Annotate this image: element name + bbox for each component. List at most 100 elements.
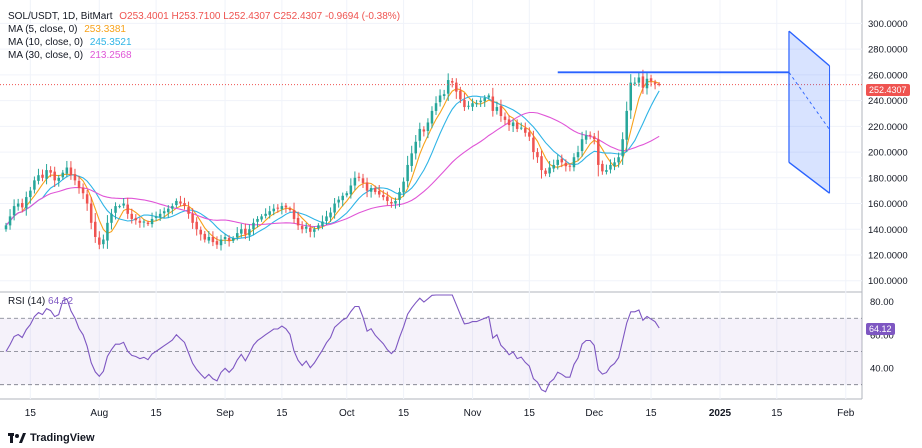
candle-body (609, 164, 612, 170)
candle-body (438, 95, 442, 103)
time-axis-tick: 15 (398, 408, 410, 419)
candle-body (219, 239, 223, 246)
candle-body (77, 180, 81, 189)
rsi-legend[interactable]: RSI (14) 64.12 (8, 296, 73, 307)
candle-body (641, 76, 645, 88)
main-legend: SOL/USDT, 1D, BitMart O253.4001 H253.710… (8, 10, 404, 62)
price-axis-tick: 200.0000 (868, 148, 908, 159)
ma30-label: MA (30, close, 0) (8, 50, 84, 61)
candle-body (511, 122, 515, 127)
symbol-line: SOL/USDT, 1D, BitMart O253.4001 H253.710… (8, 10, 404, 23)
candle-body (4, 225, 8, 230)
candle-body (138, 220, 142, 223)
candle-body (621, 139, 624, 157)
ma5-line (5, 81, 660, 242)
ma5-label: MA (5, close, 0) (8, 24, 78, 35)
candle-body (288, 208, 292, 210)
candle-body (544, 170, 547, 174)
candle-body (588, 134, 592, 136)
candle-body (450, 81, 454, 83)
candle-body (260, 216, 263, 220)
candle-body (418, 128, 422, 141)
candle-body (353, 177, 357, 186)
candle-body (272, 208, 276, 212)
ma10-legend[interactable]: MA (10, close, 0) 245.3521 (8, 36, 404, 49)
candle-body (341, 195, 344, 201)
tradingview-logo[interactable]: TradingView (8, 432, 95, 444)
tradingview-icon (8, 433, 26, 443)
ma30-value: 213.2568 (89, 50, 132, 61)
candle-body (532, 137, 535, 153)
candle-body (507, 119, 511, 126)
ma10-line (5, 90, 660, 240)
candle-body (601, 163, 604, 172)
candle-body (41, 174, 44, 178)
price-axis-tick: 280.0000 (868, 45, 908, 56)
candle-body (53, 171, 56, 181)
candle-body (171, 206, 174, 209)
candle-body (29, 190, 32, 198)
candle-body (625, 110, 628, 140)
candle-body (637, 77, 641, 83)
candle-body (207, 236, 211, 241)
candle-body (398, 191, 401, 200)
time-axis-tick: 15 (524, 408, 536, 419)
ohlc-values: O253.4001 H253.7100 L252.4307 C252.4307 … (119, 11, 401, 22)
candle-body (629, 82, 633, 111)
candle-body (406, 164, 409, 182)
candle-body (361, 178, 365, 183)
candle-body (33, 180, 36, 190)
candle-body (187, 207, 190, 214)
candle-body (467, 105, 470, 107)
candle-body (231, 238, 235, 241)
candle-body (536, 152, 539, 158)
candle-body (475, 103, 478, 105)
candle-body (491, 96, 495, 111)
candle-body (317, 225, 320, 229)
price-axis-tick: 140.0000 (868, 225, 908, 236)
candle-body (114, 206, 117, 213)
candle-body (276, 207, 280, 209)
candle-body (81, 187, 85, 194)
ma10-value: 245.3521 (89, 37, 132, 48)
candle-body (515, 122, 519, 129)
candle-body (495, 107, 499, 111)
candle-body (442, 94, 446, 96)
candle-body (49, 170, 52, 173)
candle-body (118, 206, 121, 208)
candle-body (373, 188, 377, 192)
candle-body (597, 139, 600, 165)
candle-body (235, 233, 239, 238)
candle-body (227, 238, 231, 241)
candle-body (211, 236, 215, 243)
time-axis-tick: 15 (151, 408, 163, 419)
candle-body (446, 80, 450, 94)
moving-average-layer (5, 81, 660, 242)
ma30-legend[interactable]: MA (30, close, 0) 213.2568 (8, 49, 404, 62)
ma5-legend[interactable]: MA (5, close, 0) 253.3381 (8, 23, 404, 36)
candle-body (252, 222, 255, 230)
candle-body (256, 218, 259, 222)
candle-body (483, 98, 486, 102)
candle-body (195, 221, 198, 230)
candle-body (264, 213, 267, 216)
candle-body (142, 221, 146, 223)
candle-body (584, 135, 588, 140)
symbol-label: SOL/USDT, 1D, BitMart (8, 11, 113, 22)
candle-body (369, 188, 373, 192)
candle-body (244, 228, 247, 235)
price-axis-tick: 240.0000 (868, 96, 908, 107)
candle-body (349, 185, 353, 195)
candle-body (134, 217, 138, 221)
candle-body (98, 237, 101, 245)
candle-body (560, 158, 564, 163)
candle-body (524, 128, 527, 133)
candle-body (146, 222, 150, 225)
time-axis-tick: 15 (276, 408, 288, 419)
rsi-label: RSI (14) (8, 296, 46, 307)
candle-body (85, 194, 89, 204)
candle-body (179, 201, 182, 204)
candle-body (365, 182, 369, 191)
candle-body (377, 190, 381, 195)
candle-body (568, 165, 572, 167)
